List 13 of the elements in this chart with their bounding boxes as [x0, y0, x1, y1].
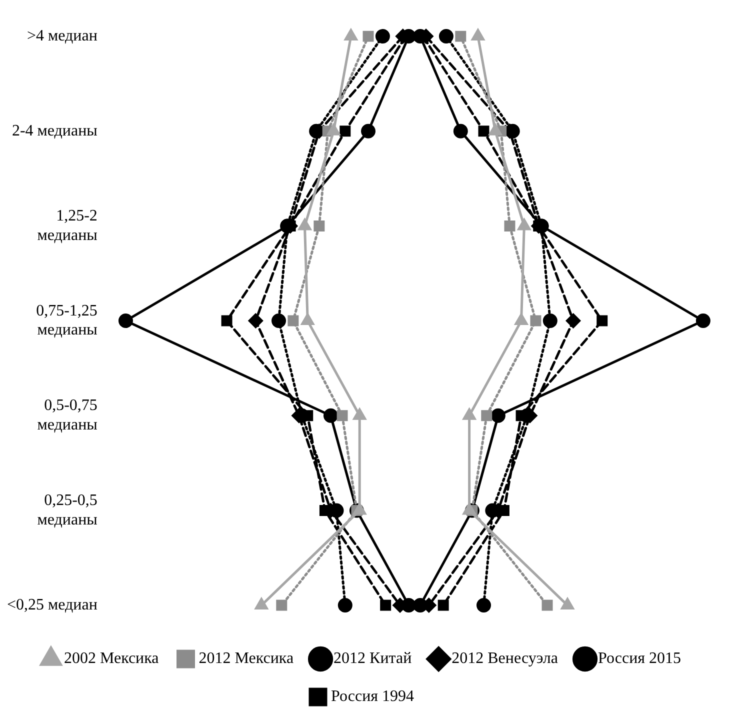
y-tick-label: 2-4 медианы [12, 122, 98, 140]
y-tick-label: 0,5-0,75 медианы [37, 397, 98, 434]
legend-label: 2012 Китай [334, 650, 412, 668]
y-tick-label: 1,25-2 медианы [37, 208, 98, 244]
y-tick-label: <0,25 медиан [7, 596, 98, 614]
y-tick-label: 0,75-1,25 медианы [36, 302, 98, 339]
legend-label: 2002 Мексика [64, 650, 159, 668]
legend-label: Россия 1994 [330, 688, 414, 706]
legend-label: 2012 Мексика [198, 650, 294, 668]
y-tick-label: >4 медиан [27, 28, 98, 45]
legend-label: 2012 Венесуэла [452, 650, 558, 668]
y-tick-label: 0,25-0,5 медианы [37, 492, 98, 528]
legend-label: Россия 2015 [598, 650, 682, 668]
